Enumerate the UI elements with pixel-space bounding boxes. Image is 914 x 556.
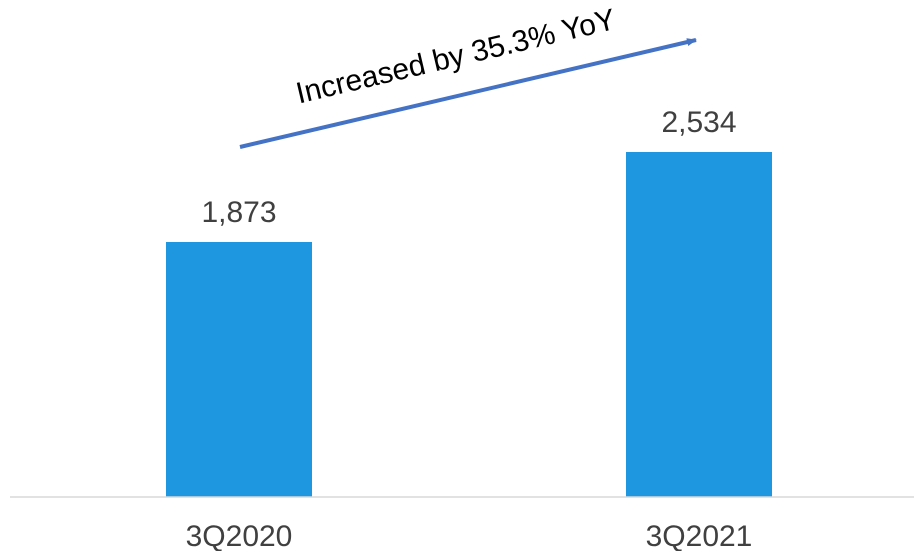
bar-3Q2021 xyxy=(626,152,772,498)
bars-group xyxy=(166,152,772,498)
x-tick-label-3Q2021: 3Q2021 xyxy=(646,520,753,551)
value-label-3Q2021: 2,534 xyxy=(661,106,736,139)
trend-arrow xyxy=(239,38,697,149)
x-tick-labels-group: 3Q2020 3Q2021 xyxy=(186,520,753,553)
bar-3Q2020 xyxy=(166,242,312,497)
value-labels-group: 1,873 2,534 xyxy=(201,106,736,229)
value-label-3Q2020: 1,873 xyxy=(201,196,276,229)
x-tick-label-3Q2020: 3Q2020 xyxy=(186,520,293,551)
